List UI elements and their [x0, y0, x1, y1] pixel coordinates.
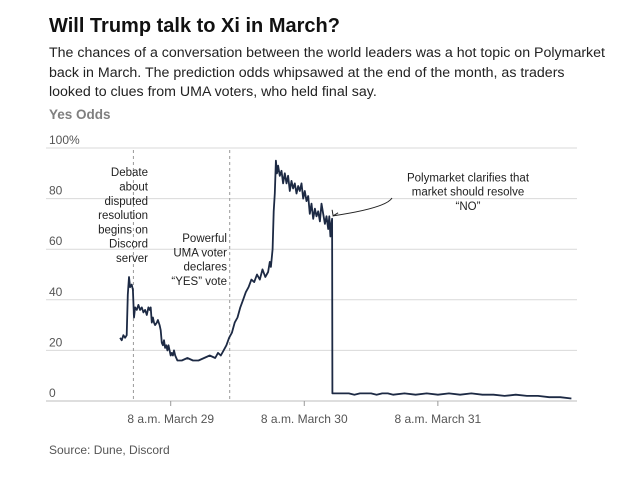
x-tick-label: 8 a.m. March 31 — [395, 412, 482, 426]
y-tick-label: 80 — [49, 184, 63, 198]
annotation-arrow-line — [333, 197, 393, 217]
y-tick-label: 0 — [49, 386, 56, 400]
arrowhead — [331, 209, 339, 217]
y-tick-labels: 0 20 40 60 80 100% — [49, 133, 80, 400]
annotation-text: Powerful UMA voter declares “YES” vote — [171, 233, 227, 288]
x-tick-label: 8 a.m. March 30 — [261, 412, 348, 426]
annotation-text: Polymarket clarifies that market should r… — [407, 172, 530, 213]
data-series — [119, 159, 572, 400]
annotation-text: Debate about disputed resolution begins on Di… — [98, 167, 149, 265]
series-line — [119, 159, 572, 400]
y-tick-label: 20 — [49, 335, 63, 349]
annotations: Debate about disputed resolution begins on Di… — [98, 167, 530, 288]
gridlines — [46, 147, 577, 402]
chart-title: Will Trump talk to Xi in March? — [49, 15, 340, 37]
x-tick-label: 8 a.m. March 29 — [127, 412, 214, 426]
y-tick-label: 100% — [49, 133, 80, 147]
y-tick-label: 60 — [49, 234, 63, 248]
chart-subtitle: The chances of a conversation between th… — [49, 45, 605, 100]
y-tick-label: 40 — [49, 285, 63, 299]
y-axis-label: Yes Odds — [49, 107, 111, 122]
source-note: Source: Dune, Discord — [49, 443, 170, 457]
x-tick-labels: 8 a.m. March 29 8 a.m. March 30 8 a.m. Mar… — [127, 401, 482, 426]
annotation-arrow — [331, 197, 393, 217]
